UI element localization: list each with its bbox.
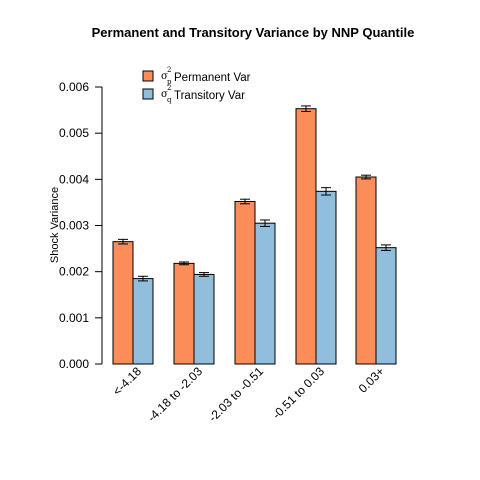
bar-permanent — [355, 176, 377, 365]
legend-label: Transitory Var — [174, 90, 245, 102]
y-tick-label: 0.000 — [59, 357, 89, 371]
x-tick-label: -2.03 to -0.51 — [206, 364, 267, 425]
bar-transitory — [132, 278, 154, 365]
legend-symbol: σ — [161, 89, 168, 100]
legend-superscript: 2 — [167, 84, 171, 92]
bar-transitory — [315, 190, 337, 365]
y-tick-label: 0.006 — [59, 80, 89, 94]
legend-swatch — [142, 70, 154, 82]
x-tick-labels: <-4.18 -4.18 to -2.03 -2.03 to -0.51 -0.51 … — [110, 364, 387, 425]
x-tick-label: -4.18 to -2.03 — [145, 364, 206, 425]
x-tick-label: <-4.18 — [110, 364, 144, 398]
legend-label: Permanent Var — [174, 72, 251, 84]
y-tick-label: 0.002 — [59, 265, 89, 279]
legend-superscript: 2 — [167, 66, 171, 74]
bar-permanent — [234, 200, 256, 365]
y-tick-label: 0.004 — [59, 172, 89, 186]
legend-symbol: σ — [161, 71, 168, 82]
x-tick-label: -0.51 to 0.03 — [270, 364, 328, 422]
bars — [112, 105, 397, 365]
legend-swatch — [142, 88, 154, 100]
bar-permanent — [295, 108, 317, 365]
legend-subscript: p — [167, 78, 172, 86]
bar-permanent — [112, 241, 134, 365]
legend-subscript: q — [167, 96, 172, 104]
bar-transitory — [375, 247, 397, 365]
y-axis: 0.000 0.001 0.002 0.003 0.004 0.005 0.006 — [59, 80, 103, 371]
y-tick-label: 0.001 — [59, 311, 89, 325]
bar-transitory — [193, 273, 215, 365]
y-axis-label: Shock Variance — [49, 187, 61, 263]
bar-transitory — [254, 222, 276, 365]
bar-permanent — [173, 262, 195, 365]
y-tick-label: 0.003 — [59, 219, 89, 233]
chart-title: Permanent and Transitory Variance by NNP… — [92, 25, 415, 40]
x-tick-label: 0.03+ — [356, 364, 387, 395]
y-tick-label: 0.005 — [59, 126, 89, 140]
